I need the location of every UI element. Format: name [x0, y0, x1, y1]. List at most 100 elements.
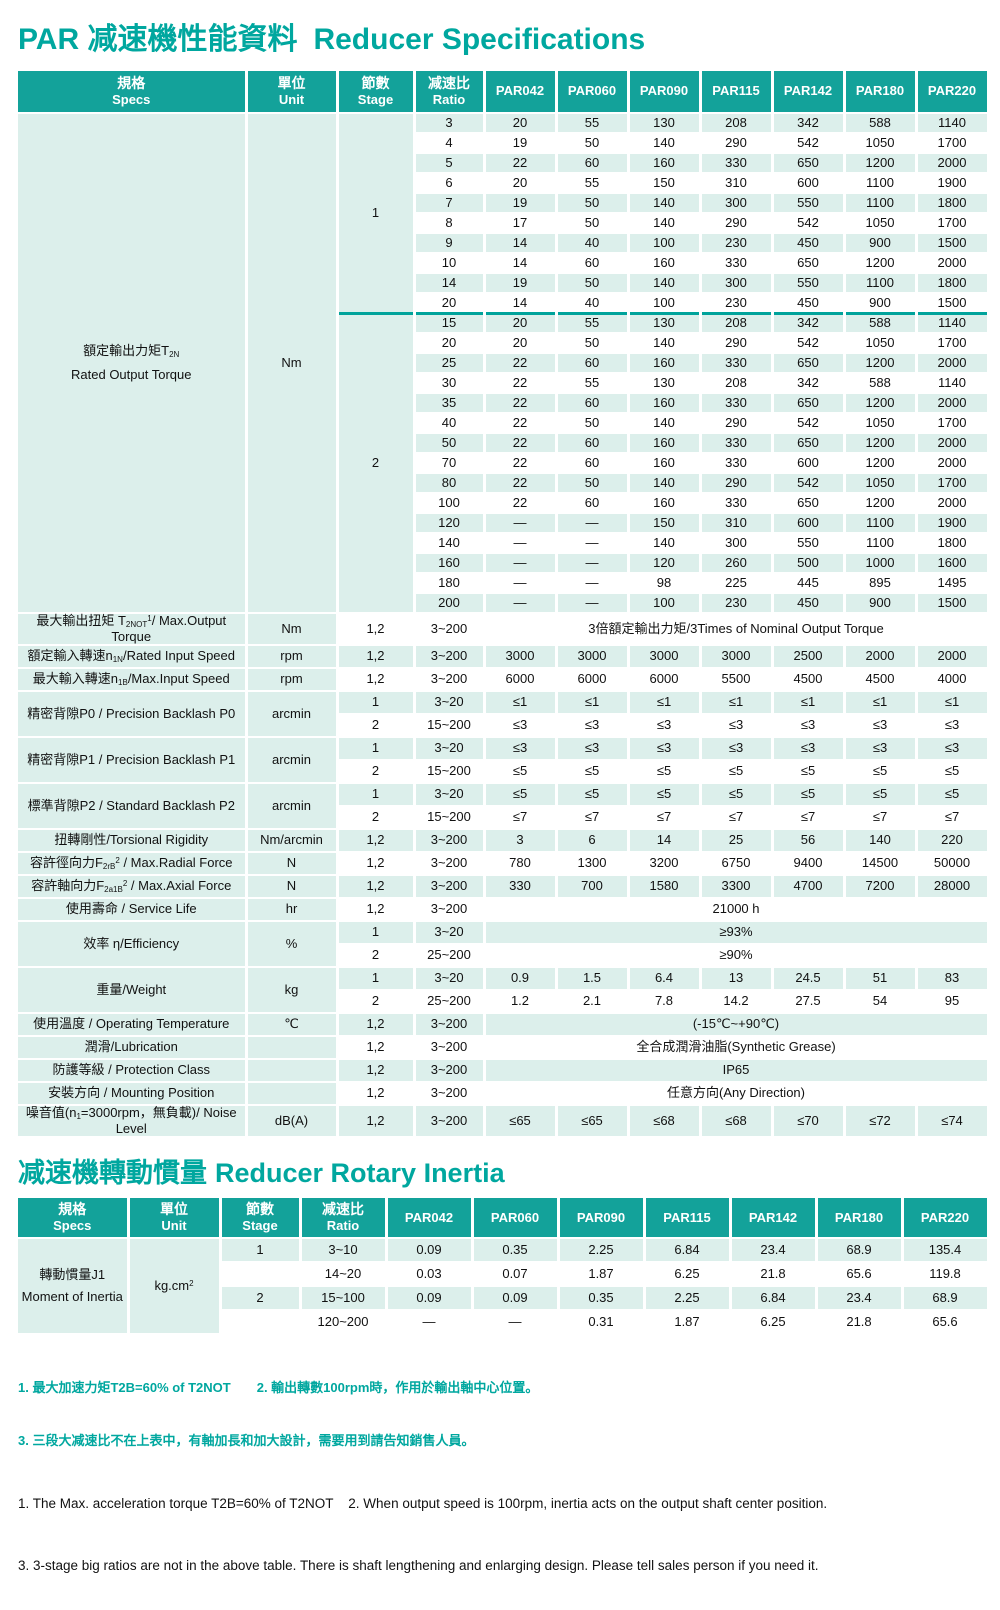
value-cell: 1700	[916, 413, 990, 434]
value-cell: 1.5	[556, 967, 630, 992]
value-cell: 140	[628, 473, 702, 494]
value-cell: 0.9	[484, 967, 558, 992]
table-row: 120~200— —0.31 1.87 6.25 21.8 65.6	[18, 1310, 990, 1336]
value-cell: 50	[556, 213, 630, 234]
model-header: PAR090	[628, 71, 702, 114]
ratio-cell: 30	[414, 373, 486, 394]
value-cell: 650	[772, 433, 846, 454]
value-cell: ≤3	[844, 714, 918, 739]
value-cell: 220	[916, 829, 990, 854]
value-cell: 130	[628, 311, 702, 334]
stage-cell: 1	[337, 113, 416, 314]
value-cell: 20	[484, 311, 558, 334]
spec-label-cell: 精密背隙P0 / Precision Backlash P0	[18, 691, 248, 739]
value-cell: 21.8	[730, 1262, 818, 1288]
value-cell: 208	[700, 373, 774, 394]
unit-cell: rpm	[246, 645, 339, 670]
value-cell: 0.09	[386, 1238, 474, 1264]
value-cell: 65.6	[816, 1262, 904, 1288]
value-cell: 330	[700, 353, 774, 374]
value-cell: 140	[628, 193, 702, 214]
value-cell: ≤5	[484, 783, 558, 808]
stage-cell: 1	[337, 967, 416, 992]
value-cell: 23.4	[730, 1238, 818, 1264]
value-cell: 1700	[916, 213, 990, 234]
value-cell: 50	[556, 333, 630, 354]
stage-cell: 1,2	[337, 1082, 416, 1107]
value-cell: 550	[772, 533, 846, 554]
value-cell: ≤5	[484, 760, 558, 785]
ratio-cell: 3~200	[414, 645, 486, 670]
value-cell: 3000	[484, 645, 558, 670]
value-cell: 14	[484, 253, 558, 274]
ratio-cell: 140	[414, 533, 486, 554]
value-cell: 9400	[772, 852, 846, 877]
stage-cell: 1,2	[337, 1013, 416, 1038]
value-cell: ≤5	[556, 783, 630, 808]
ratio-cell: 3~200	[414, 1059, 486, 1084]
spec-label-cell: 標準背隙P2 / Standard Backlash P2	[18, 783, 248, 831]
table-row: 6 20 55 150 310 600 1100 1900	[18, 173, 990, 194]
value-cell: 120	[628, 553, 702, 574]
value-cell: ≤3	[484, 737, 558, 762]
unit-cell: rpm	[246, 668, 339, 693]
value-cell: 1200	[844, 253, 918, 274]
inertia-title: 减速機轉動慣量 Reducer Rotary Inertia	[18, 1151, 1000, 1190]
value-cell: 4700	[772, 875, 846, 900]
value-cell: 51	[844, 967, 918, 992]
ratio-cell: 20	[414, 293, 486, 314]
value-cell: 6.25	[730, 1310, 818, 1336]
value-cell: 1800	[916, 273, 990, 294]
table-row: 20 14 40 100 230 450 900 1500	[18, 293, 990, 314]
value-cell: 140	[628, 333, 702, 354]
value-cell: ≤7	[916, 806, 990, 831]
value-cell: ≤7	[628, 806, 702, 831]
value-cell: 2000	[916, 453, 990, 474]
stage-cell: 1	[337, 783, 416, 808]
value-cell: 2000	[916, 493, 990, 514]
table-row: 轉動慣量J1 Moment of Inertia kg.cm2 1 3~10 0.09 0.…	[18, 1238, 990, 1336]
value-cell: 1200	[844, 153, 918, 174]
value-cell: 2000	[916, 433, 990, 454]
value-cell: —	[484, 553, 558, 574]
ratio-cell: 200	[414, 593, 486, 614]
value-cell: 542	[772, 333, 846, 354]
value-cell: 1.87	[558, 1262, 646, 1288]
value-cell: 100	[628, 293, 702, 314]
unit-cell: ℃	[246, 1013, 339, 1038]
value-cell: 1.87	[644, 1310, 732, 1336]
value-cell: —	[484, 513, 558, 534]
value-cell: 24.5	[772, 967, 846, 992]
value-cell: —	[556, 553, 630, 574]
value-cell: 22	[484, 413, 558, 434]
value-cell: 40	[556, 233, 630, 254]
model-header: PAR060	[472, 1198, 560, 1240]
spec-table: 規格 Specs 單位 Unit 節數 Stage 减速比 Ratio PAR042 PAR060…	[18, 71, 990, 1139]
page: PAR 减速機性能資料 Reducer Specifications 規格 Spec…	[0, 14, 1000, 1610]
value-cell: 5500	[700, 668, 774, 693]
value-cell: 2000	[916, 645, 990, 670]
value-cell: 310	[700, 513, 774, 534]
stage-cell: 1	[337, 921, 416, 946]
value-cell: 330	[700, 453, 774, 474]
value-cell: 14500	[844, 852, 918, 877]
table-row: 2 15~100 0.09 0.09 0.35 2.25 6.84 23.4 68.9	[18, 1286, 990, 1312]
value-cell: 330	[700, 393, 774, 414]
value-cell: ≤3	[700, 737, 774, 762]
value-cell: 330	[700, 253, 774, 274]
spec-label-cell: 使用壽命 / Service Life	[18, 898, 248, 923]
span-value-cell: 3倍額定輸出力矩/3Times of Nominal Output Torque	[484, 613, 990, 647]
value-cell: ≤1	[844, 691, 918, 716]
table-row: 額定輸出力矩T2N Rated Output Torque Nm 1 3 20 55 130 2…	[18, 113, 990, 614]
value-cell: 900	[844, 233, 918, 254]
value-cell: 260	[700, 553, 774, 574]
value-cell: 60	[556, 493, 630, 514]
table-row: 使用溫度 / Operating Temperature ℃ 1,2 3~200 (-1…	[18, 1013, 990, 1038]
value-cell: 650	[772, 253, 846, 274]
value-cell: ≤3	[772, 737, 846, 762]
value-cell: 1050	[844, 473, 918, 494]
value-cell: —	[556, 593, 630, 614]
value-cell: ≤5	[628, 783, 702, 808]
table-row: 8 17 50 140 290 542 1050 1700	[18, 213, 990, 234]
stage-cell: 1	[337, 737, 416, 762]
